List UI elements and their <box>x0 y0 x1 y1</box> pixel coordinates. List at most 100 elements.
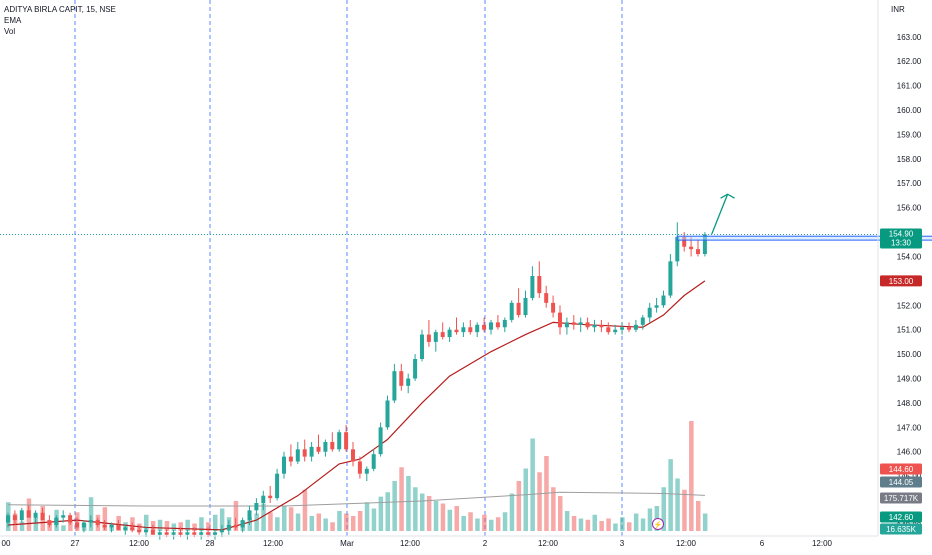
event-marker-circle <box>652 518 664 530</box>
candle <box>661 290 666 308</box>
volume-bar <box>330 522 335 531</box>
candle-body <box>109 524 114 528</box>
volume-bar <box>33 517 39 531</box>
candle-body <box>620 327 625 330</box>
candle-body <box>509 302 514 320</box>
candle-body <box>150 529 155 535</box>
volume-bar <box>668 459 673 531</box>
volume-bar <box>323 518 328 531</box>
candle <box>620 322 625 335</box>
vol-legend-label[interactable]: Vol <box>4 27 16 36</box>
candle-body <box>537 276 542 294</box>
candle-body <box>433 332 438 342</box>
price-tick-label: 154.00 <box>897 252 922 261</box>
candle <box>627 322 631 333</box>
candle <box>523 290 528 318</box>
volume-bar <box>219 508 225 531</box>
volume-label-b-text: 144.05 <box>889 478 914 487</box>
volume-bar <box>571 516 577 531</box>
candle-body <box>309 446 314 457</box>
candle-body <box>233 524 238 528</box>
ema-value-badge: 153.00 <box>880 275 922 287</box>
candle <box>447 327 452 342</box>
time-tick-label: 12:00 <box>400 539 421 548</box>
volume-bar <box>88 497 94 531</box>
candle <box>47 515 52 528</box>
candle <box>654 297 659 313</box>
candle-body <box>54 517 59 525</box>
candle <box>268 485 273 504</box>
candle <box>371 449 376 472</box>
candle-body <box>420 334 424 359</box>
session-separators <box>74 0 623 536</box>
candle-body <box>689 246 694 250</box>
candle <box>495 315 500 330</box>
range-rectangle <box>676 235 932 241</box>
candle-body <box>426 334 431 342</box>
arrow-head <box>720 193 735 199</box>
volume-bar <box>482 514 487 531</box>
ema-legend-label[interactable]: EMA <box>4 16 22 25</box>
volume-label-c-bg <box>880 511 922 523</box>
candle-body <box>68 515 73 523</box>
last-volume-badge-bg <box>880 523 922 535</box>
volume-bar <box>157 519 163 531</box>
volume-bar <box>633 513 639 531</box>
candle-body <box>302 449 307 457</box>
volume-bar <box>613 523 618 531</box>
candle-body <box>288 456 293 462</box>
volume-bar <box>206 522 211 531</box>
candle-body <box>482 324 487 330</box>
candle-body <box>468 327 473 333</box>
candle-body <box>357 461 362 474</box>
candle-body <box>199 532 204 535</box>
candle <box>316 434 321 455</box>
candle-body <box>440 332 445 338</box>
candle-body <box>502 319 507 328</box>
candle <box>682 232 687 252</box>
candle <box>261 490 266 511</box>
candle-body <box>130 527 135 530</box>
candle <box>516 288 521 318</box>
candle-body <box>406 378 411 386</box>
time-axis: 00 27 12:00 28 12:00 Mar 12:00 2 12:00 3 12:00 6 12:… <box>0 535 878 548</box>
time-tick-label: 12:00 <box>812 539 833 548</box>
candle-body <box>682 236 687 247</box>
candle-body <box>47 520 52 525</box>
volume-bar <box>509 493 515 531</box>
volume-bar <box>682 489 687 531</box>
candle-body <box>640 317 645 325</box>
candle <box>551 295 556 318</box>
volume-bar <box>302 489 308 531</box>
symbol-title[interactable]: ADITYA BIRLA CAPIT, 15, NSE <box>4 5 116 14</box>
candle-body <box>6 515 10 523</box>
candle <box>40 507 45 521</box>
time-tick-label: 3 <box>620 539 625 548</box>
volume-bar <box>537 472 542 531</box>
candle <box>81 520 86 533</box>
volume-bar <box>351 516 356 531</box>
volume-bar <box>461 516 466 531</box>
candle-body <box>282 456 286 474</box>
volume-bar <box>447 509 453 531</box>
candle <box>213 529 217 540</box>
candle <box>323 439 328 457</box>
volume-bar <box>502 512 508 531</box>
candle <box>633 319 638 333</box>
volume-ma-badge-bg <box>880 492 922 504</box>
volume-bar <box>689 421 694 531</box>
volume-bars <box>6 421 708 531</box>
candle-body <box>95 520 100 525</box>
annotations <box>676 193 932 241</box>
time-tick-label: 6 <box>760 539 765 548</box>
price-tick-label: 146.00 <box>897 448 922 457</box>
candle <box>420 329 424 362</box>
volume-bar <box>68 519 73 531</box>
candle <box>399 363 404 391</box>
volume-label-c-text: 142.60 <box>889 513 914 522</box>
price-tick-label: 160.00 <box>897 106 922 115</box>
volume-bar <box>599 521 604 531</box>
volume-bar <box>268 512 273 531</box>
